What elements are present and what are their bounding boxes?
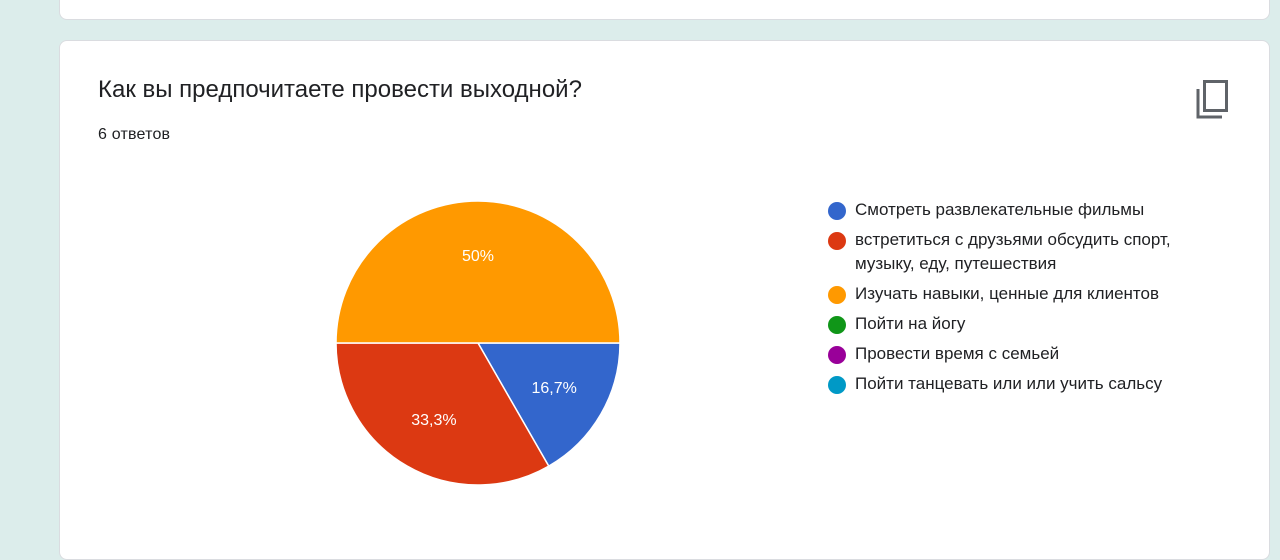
legend-swatch <box>828 232 846 250</box>
legend-item-5[interactable]: Пойти танцевать или или учить сальсу <box>828 372 1228 396</box>
copy-chart-button[interactable] <box>1190 76 1234 120</box>
legend-swatch <box>828 346 846 364</box>
legend-item-0[interactable]: Смотреть развлекательные фильмы <box>828 198 1228 222</box>
legend-label: Пойти танцевать или или учить сальсу <box>855 374 1163 393</box>
pie-slice-label-1: 33,3% <box>411 412 456 429</box>
legend-swatch <box>828 376 846 394</box>
legend-swatch <box>828 316 846 334</box>
pie-chart: 16,7% 33,3% 50% <box>335 200 621 486</box>
previous-question-card <box>59 0 1270 20</box>
responses-count: 6 ответов <box>98 126 171 143</box>
pie-slice-2[interactable] <box>335 200 621 344</box>
legend-label: Изучать навыки, ценные для клиентов <box>855 284 1160 303</box>
legend-label: Провести время с семьей <box>855 344 1060 363</box>
legend-label: Пойти на йогу <box>855 314 966 333</box>
copy-icon <box>1196 80 1228 119</box>
question-title: Как вы предпочитаете провести выходной? <box>98 76 582 103</box>
legend-item-2[interactable]: Изучать навыки, ценные для клиентов <box>828 282 1228 306</box>
legend-item-1[interactable]: встретиться с друзьями обсудить спорт, м… <box>828 228 1228 276</box>
pie-slice-label-0: 16,7% <box>532 380 577 397</box>
legend-label: Смотреть развлекательные фильмы <box>855 200 1145 219</box>
pie-slice-0[interactable] <box>476 342 621 468</box>
legend-swatch <box>828 286 846 304</box>
question-summary-card <box>59 40 1270 560</box>
legend-item-4[interactable]: Провести время с семьей <box>828 342 1228 366</box>
legend-label: встретиться с друзьями обсудить спорт, м… <box>855 230 1171 273</box>
chart-legend: Смотреть развлекательные фильмы встретить… <box>828 198 1228 402</box>
pie-slice-1[interactable] <box>335 342 550 486</box>
legend-item-3[interactable]: Пойти на йогу <box>828 312 1228 336</box>
pie-slice-label-2: 50% <box>462 248 494 265</box>
legend-swatch <box>828 202 846 220</box>
